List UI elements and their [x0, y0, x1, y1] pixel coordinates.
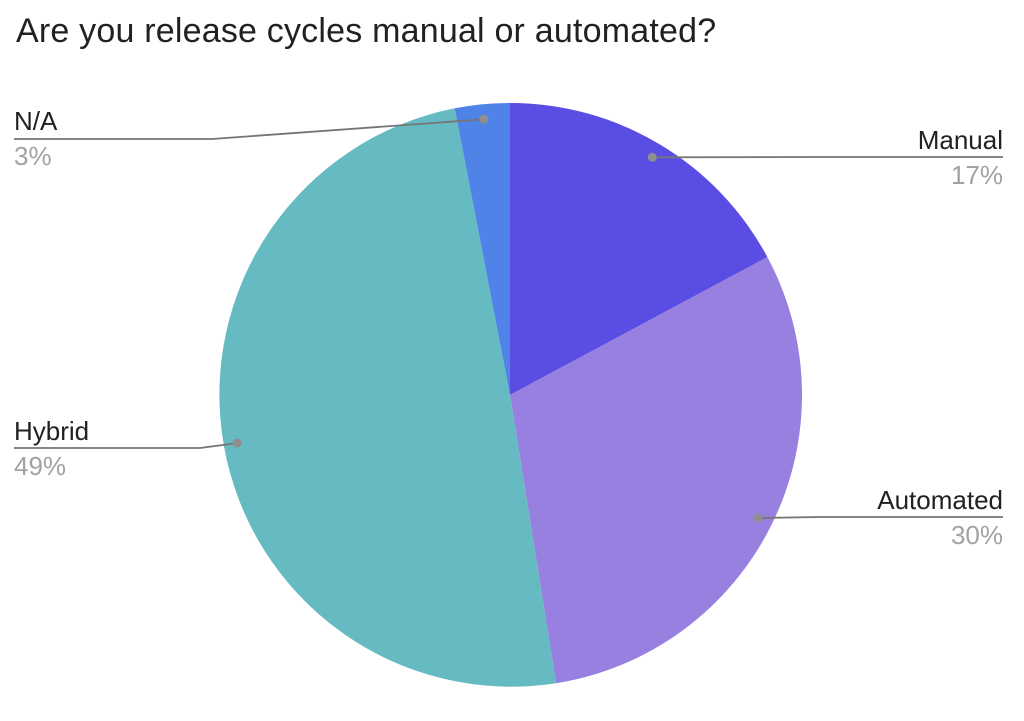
callout-na-value: 3%: [14, 141, 52, 171]
callout-automated: Automated 30%: [877, 484, 1003, 549]
callout-manual-value: 17%: [950, 160, 1003, 190]
pie-slice-n-a: [454, 103, 510, 395]
leader-line-automated: [758, 516, 1003, 519]
pie-slice-manual: [510, 103, 768, 395]
callout-hybrid-value: 49%: [14, 451, 67, 481]
callout-na-label: N/A: [14, 106, 58, 136]
pie-slice-automated: [510, 257, 802, 684]
callout-manual-label: Manual: [917, 125, 1003, 155]
leader-line-n-a: [14, 118, 484, 140]
anchor-dots: [232, 114, 763, 523]
callout-manual: Manual 17%: [918, 124, 1003, 189]
leader-lines: [14, 118, 1003, 519]
pie-slices: [219, 103, 802, 687]
callout-hybrid-label: Hybrid: [14, 416, 90, 446]
anchor-dot-hybrid: [232, 438, 242, 448]
callout-automated-value: 30%: [950, 520, 1003, 550]
anchor-dot-automated: [753, 513, 763, 523]
leader-line-hybrid: [14, 442, 238, 449]
callout-na: N/A 3%: [14, 105, 57, 170]
anchor-dot-n-a: [479, 114, 489, 124]
callout-automated-label: Automated: [877, 485, 1003, 515]
callout-hybrid: Hybrid 49%: [14, 415, 89, 480]
anchor-dot-manual: [647, 152, 657, 162]
pie-slice-hybrid: [219, 108, 557, 687]
chart-title: Are you release cycles manual or automat…: [16, 12, 717, 50]
